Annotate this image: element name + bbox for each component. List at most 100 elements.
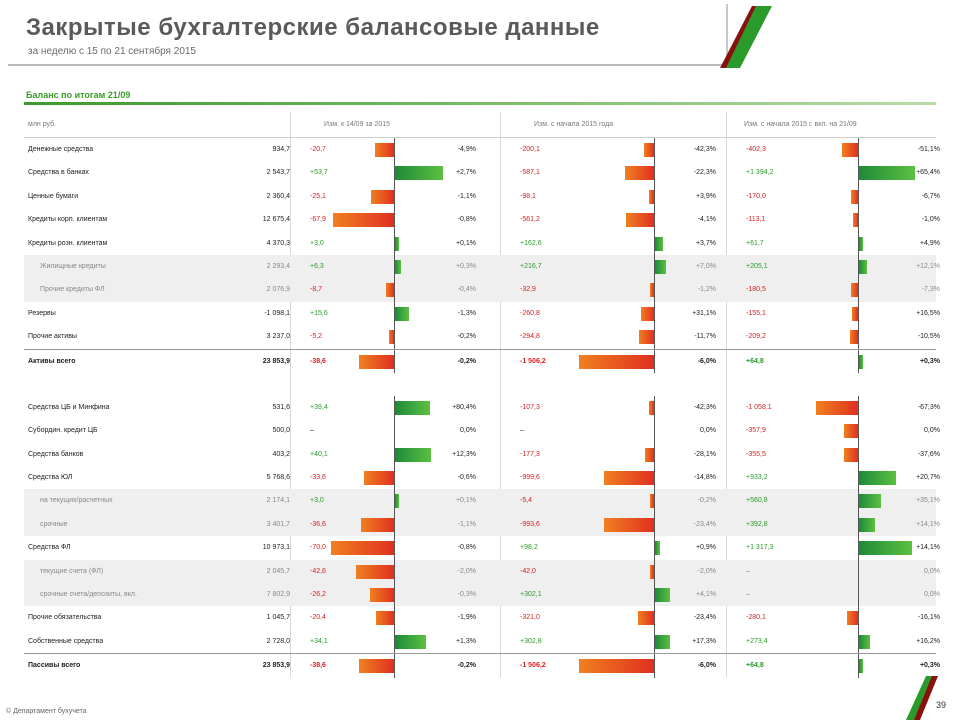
table-row: срочные счета/депозиты, вкл. 7 802,9 -26,2… <box>24 583 940 607</box>
percent-value: +12,1% <box>916 262 940 270</box>
zero-axis <box>654 301 655 326</box>
zero-axis <box>654 395 655 420</box>
zero-axis <box>394 419 395 443</box>
percent-value: -37,6% <box>917 450 940 458</box>
table-header: млн руб. Изм. к 14/09 за 2015 Изм. с нач… <box>24 112 936 138</box>
zero-axis <box>654 442 655 467</box>
delta-bar <box>815 400 858 415</box>
zero-axis <box>394 489 395 513</box>
row-label: Средства в банках <box>28 169 89 177</box>
change-cell: +40,1 +12,3% <box>290 442 500 467</box>
row-label: срочные счета/депозиты, вкл. <box>40 591 137 599</box>
change-cell: -177,3 -28,1% <box>500 442 716 467</box>
table-row: Денежные средства 934,7 -20,7 -4,9% -200,1 -4… <box>24 138 940 162</box>
zero-axis <box>858 301 859 326</box>
column-divider <box>290 112 291 677</box>
delta-value: +64,8 <box>746 357 764 365</box>
change-cell: -357,9 0,0% <box>726 419 940 443</box>
percent-value: -23,4% <box>693 520 716 528</box>
delta-bar <box>859 659 863 674</box>
delta-bar <box>859 354 863 369</box>
change-cell: -107,3 -42,3% <box>500 395 716 420</box>
table-row: Ценные бумаги 2 360,4 -25,1 -1,1% -98,1 +3,9%… <box>24 184 940 209</box>
percent-value: +0,1% <box>455 239 476 247</box>
change-cell: +64,8 +0,3% <box>726 654 940 678</box>
percent-value: -1,1% <box>457 192 476 200</box>
delta-value: -177,3 <box>520 450 540 458</box>
zero-axis <box>858 466 859 490</box>
percent-value: -0,8% <box>457 544 476 552</box>
delta-value: -1 506,2 <box>520 357 546 365</box>
change-cell: -1 506,2 -6,0% <box>500 349 716 373</box>
percent-value: -2,0% <box>697 567 716 575</box>
table-row: текущие счета (ФЛ) 2 045,7 -42,6 -2,0% -42,0… <box>24 559 940 584</box>
percent-value: -0,2% <box>697 497 716 505</box>
total-row: Пассивы всего 23 853,9 -38,6 -0,2% -1 506,2-… <box>24 653 940 678</box>
zero-axis <box>654 184 655 209</box>
change-cell: -113,1 -1,0% <box>726 208 940 232</box>
change-cell: -561,2 -4,1% <box>500 208 716 232</box>
row-label: Денежные средства <box>28 146 94 153</box>
delta-value: +216,7 <box>520 262 542 270</box>
row-label: текущие счета (ФЛ) <box>40 567 104 575</box>
delta-bar <box>332 213 394 228</box>
zero-axis <box>858 278 859 302</box>
delta-value: -294,8 <box>520 333 540 341</box>
delta-value: -67,9 <box>310 216 326 224</box>
delta-value: -321,0 <box>520 614 540 622</box>
change-cell: -36,6 -1,1% <box>290 512 500 537</box>
change-cell: – 0,0% <box>290 419 500 443</box>
zero-axis <box>858 184 859 209</box>
delta-bar <box>850 283 858 298</box>
delta-value: -209,2 <box>746 333 766 341</box>
change-cell: -26,2 -0,3% <box>290 583 500 607</box>
change-cell: +560,8 +35,1% <box>726 489 940 513</box>
col-header-year: Изм. с начала 2015 г. вкл. на 21/09 <box>744 121 857 128</box>
percent-value: +14,1% <box>916 544 940 552</box>
change-cell: -5,2 -0,2% <box>290 325 500 349</box>
delta-value: -113,1 <box>746 216 766 224</box>
change-cell: +933,2 +20,7% <box>726 466 940 490</box>
zero-axis <box>394 583 395 607</box>
delta-bar <box>578 354 654 369</box>
delta-value: +1 394,2 <box>746 169 774 177</box>
row-label: Ценные бумаги <box>28 192 79 200</box>
zero-axis <box>654 583 655 607</box>
percent-value: -42,3% <box>693 146 716 153</box>
table-row: Кредиты розн. клиентам 4 370,3 +3,0 +0,1% +1… <box>24 231 940 255</box>
change-cell: +205,1 +12,1% <box>726 254 940 279</box>
change-cell: -280,1 -16,1% <box>726 606 940 630</box>
delta-bar <box>859 634 870 649</box>
row-value: 23 853,9 <box>262 357 290 365</box>
zero-axis <box>654 559 655 584</box>
row-value: 5 768,6 <box>266 474 290 482</box>
column-divider <box>726 112 727 677</box>
delta-bar <box>851 306 858 321</box>
zero-axis <box>394 161 395 185</box>
percent-value: +3,9% <box>695 192 716 200</box>
change-cell: +61,7 +4,9% <box>726 231 940 255</box>
percent-value: -1,3% <box>457 309 476 317</box>
delta-bar <box>395 447 432 462</box>
percent-value: -0,3% <box>457 591 476 599</box>
section-divider <box>24 102 936 105</box>
percent-value: -0,2% <box>457 357 476 365</box>
delta-value: -20,4 <box>310 614 326 622</box>
delta-value: -25,1 <box>310 192 326 200</box>
table-row: Субордин. кредит ЦБ 500,0–0,0% –0,0% -357,9… <box>24 419 940 443</box>
percent-value: -67,3% <box>917 403 940 411</box>
percent-value: 0,0% <box>460 427 476 435</box>
page-title: Закрытые бухгалтерские балансовые данные <box>26 14 600 41</box>
delta-value: +6,3 <box>310 262 324 270</box>
percent-value: -28,1% <box>693 450 716 458</box>
percent-value: +1,3% <box>455 637 476 645</box>
change-cell: -402,3 -51,1% <box>726 138 940 162</box>
delta-value: -38,6 <box>310 662 326 670</box>
delta-bar <box>859 471 897 486</box>
delta-value: +61,7 <box>746 239 764 247</box>
liabilities-block: Средства ЦБ и Минфина 531,6 +39,4 +80,4% -10… <box>24 395 940 678</box>
zero-axis <box>858 606 859 630</box>
delta-bar <box>624 166 654 181</box>
zero-axis <box>394 301 395 326</box>
change-cell: -38,6 -0,2% <box>290 654 500 678</box>
